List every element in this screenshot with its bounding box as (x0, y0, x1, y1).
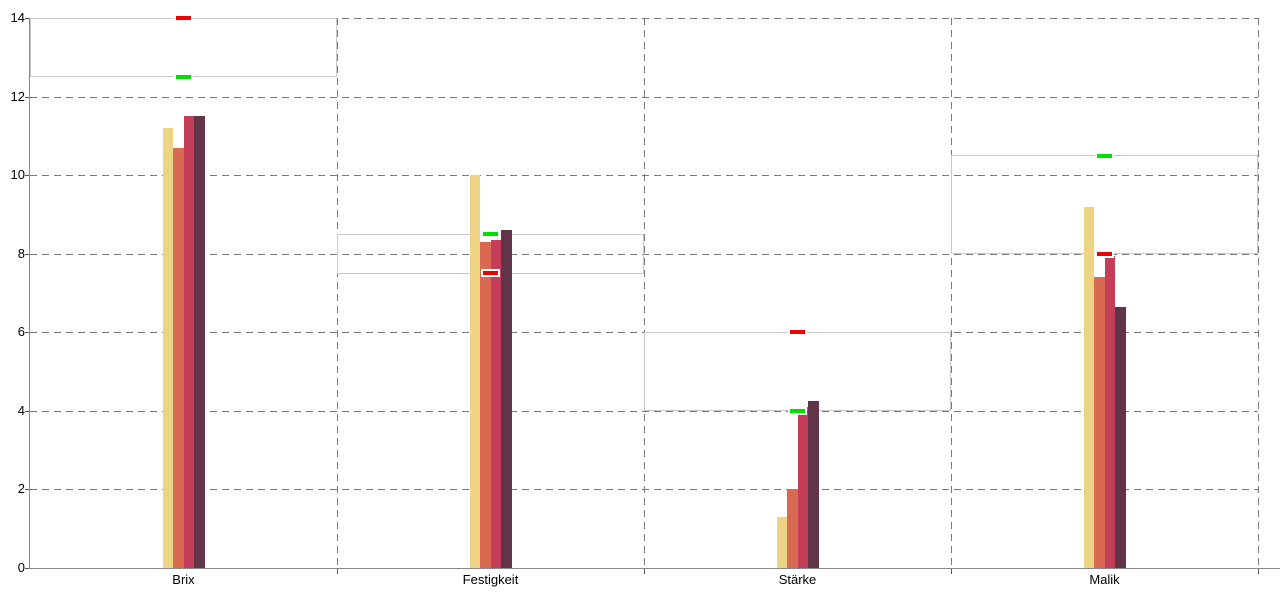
target-range-band (30, 17, 337, 78)
y-axis-tick (25, 411, 29, 412)
y-axis-line (29, 18, 30, 568)
green-target-marker (481, 230, 500, 239)
y-axis-label: 0 (17, 560, 25, 575)
y-axis-label: 10 (10, 167, 25, 183)
y-axis-tick (25, 18, 29, 19)
bar (501, 230, 512, 568)
y-axis-label: 8 (17, 245, 25, 261)
bar (1094, 277, 1105, 568)
y-axis-tick (25, 332, 29, 333)
bar (1115, 306, 1126, 568)
x-axis-label: Malik (1089, 572, 1120, 587)
y-axis-label: 2 (17, 481, 25, 497)
bar (797, 406, 808, 568)
bar (787, 489, 798, 568)
y-axis-label: 14 (10, 10, 25, 25)
x-axis-tick (951, 568, 952, 574)
x-axis-tick (644, 568, 645, 574)
bar (1104, 255, 1115, 568)
x-axis-label: Brix (172, 572, 195, 587)
y-axis-label: 12 (10, 88, 25, 104)
v-gridline (337, 18, 338, 568)
target-range-band (951, 155, 1258, 255)
target-range-band (644, 331, 951, 412)
bar (480, 241, 491, 568)
y-axis-tick (25, 175, 29, 176)
v-gridline (1258, 18, 1259, 568)
x-axis-tick (337, 568, 338, 574)
bar (1083, 206, 1094, 568)
green-target-marker (788, 406, 807, 415)
green-target-marker (174, 72, 193, 81)
bar (490, 239, 501, 568)
bar (194, 116, 205, 568)
y-axis-label: 6 (17, 324, 25, 340)
y-axis-tick (25, 254, 29, 255)
bar (173, 147, 184, 568)
red-target-marker (174, 14, 193, 22)
x-axis-label: Festigkeit (462, 572, 519, 587)
bar (776, 516, 787, 568)
bar (808, 401, 819, 568)
red-target-marker (1095, 249, 1114, 258)
green-target-marker (1095, 151, 1114, 160)
bar (183, 116, 194, 568)
bar (162, 128, 173, 568)
bar (469, 175, 480, 568)
x-axis-label: Stärke (778, 572, 817, 587)
y-axis-tick (25, 97, 29, 98)
y-axis-tick (25, 568, 29, 569)
red-target-marker (788, 328, 807, 337)
red-target-marker (481, 269, 500, 278)
v-gridline (644, 18, 645, 568)
v-gridline (951, 18, 952, 568)
y-axis-label: 4 (17, 402, 25, 418)
y-axis-tick (25, 489, 29, 490)
x-axis-tick (1258, 568, 1259, 574)
x-axis-line (29, 568, 1280, 569)
